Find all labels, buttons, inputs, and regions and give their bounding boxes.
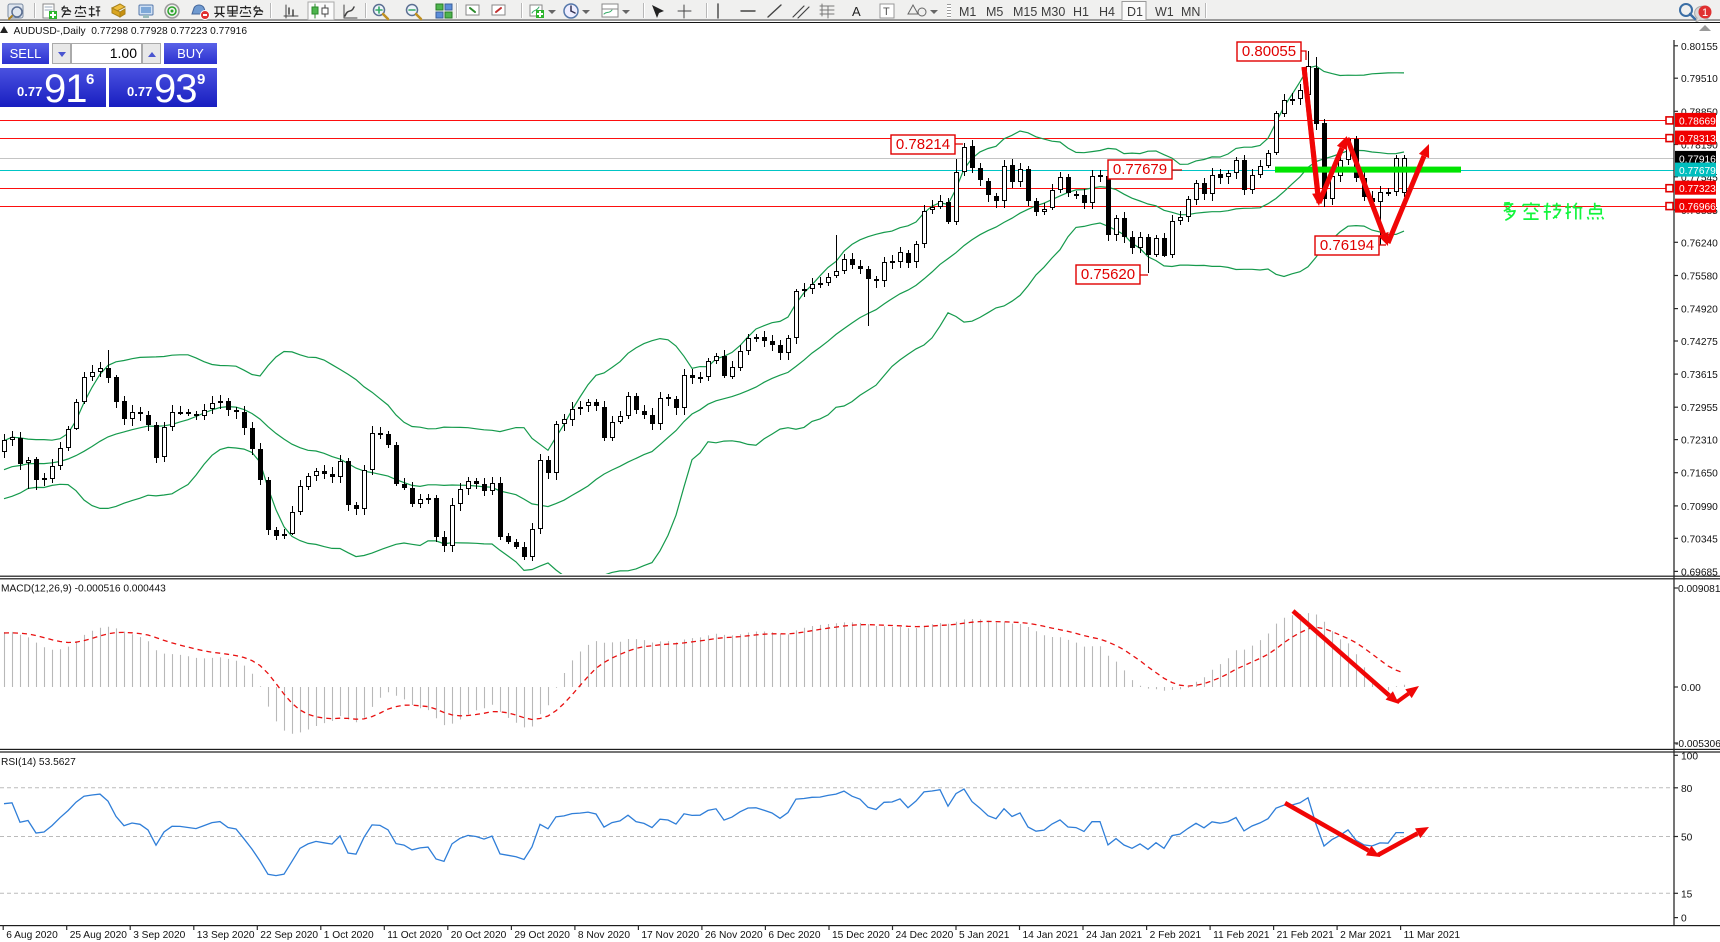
svg-text:20 Oct 2020: 20 Oct 2020: [451, 930, 507, 941]
svg-text:29 Oct 2020: 29 Oct 2020: [514, 930, 570, 941]
svg-text:22 Sep 2020: 22 Sep 2020: [260, 930, 318, 941]
svg-text:W1: W1: [1155, 5, 1174, 19]
svg-text:M1: M1: [959, 5, 976, 19]
svg-text:RSI(14) 53.5627: RSI(14) 53.5627: [1, 757, 76, 768]
svg-text:50: 50: [1681, 833, 1693, 844]
svg-text:0.76194: 0.76194: [1320, 237, 1374, 254]
svg-text:A: A: [852, 4, 861, 19]
svg-text:M30: M30: [1041, 5, 1065, 19]
svg-text:MN: MN: [1181, 5, 1200, 19]
svg-text:M5: M5: [986, 5, 1003, 19]
svg-text:11 Oct 2020: 11 Oct 2020: [387, 930, 442, 941]
svg-text:0.74275: 0.74275: [1681, 337, 1718, 348]
svg-text:D1: D1: [1127, 5, 1143, 19]
svg-text:0.77679: 0.77679: [1679, 166, 1716, 177]
svg-text:0.74920: 0.74920: [1681, 305, 1718, 316]
svg-text:17 Nov 2020: 17 Nov 2020: [641, 930, 699, 941]
svg-text:T: T: [883, 6, 890, 18]
svg-text:2 Mar 2021: 2 Mar 2021: [1340, 930, 1392, 941]
svg-text:15: 15: [1681, 889, 1693, 900]
svg-text:0.76966: 0.76966: [1679, 202, 1716, 213]
svg-text:11 Mar 2021: 11 Mar 2021: [1404, 930, 1461, 941]
svg-text:0.78190: 0.78190: [1681, 141, 1718, 152]
svg-text:0.78669: 0.78669: [1679, 116, 1716, 127]
svg-text:0.72955: 0.72955: [1681, 403, 1718, 414]
svg-text:0.70990: 0.70990: [1681, 502, 1718, 513]
svg-text:0.80155: 0.80155: [1681, 42, 1718, 53]
svg-text:MACD(12,26,9) -0.000516 0.0004: MACD(12,26,9) -0.000516 0.000443: [1, 584, 166, 595]
svg-text:H1: H1: [1073, 5, 1089, 19]
svg-text:6 Dec 2020: 6 Dec 2020: [768, 930, 820, 941]
svg-text:0.009081: 0.009081: [1678, 584, 1720, 595]
svg-text:0.70345: 0.70345: [1681, 534, 1718, 545]
svg-text:H4: H4: [1099, 5, 1115, 19]
svg-text:0.76240: 0.76240: [1681, 238, 1718, 249]
svg-text:0.78214: 0.78214: [896, 136, 950, 153]
svg-text:13 Sep 2020: 13 Sep 2020: [197, 930, 255, 941]
svg-text:24 Dec 2020: 24 Dec 2020: [896, 930, 954, 941]
svg-text:0.77916: 0.77916: [1679, 154, 1716, 165]
svg-text:0.78313: 0.78313: [1679, 134, 1716, 145]
svg-text:6 Aug 2020: 6 Aug 2020: [6, 930, 58, 941]
svg-text:0.78850: 0.78850: [1681, 107, 1718, 118]
svg-text:2 Feb 2021: 2 Feb 2021: [1150, 930, 1202, 941]
svg-text:0.79510: 0.79510: [1681, 74, 1718, 85]
svg-text:0.71650: 0.71650: [1681, 469, 1718, 480]
svg-text:0.73615: 0.73615: [1681, 370, 1718, 381]
svg-text:25 Aug 2020: 25 Aug 2020: [70, 930, 128, 941]
svg-text:11 Feb 2021: 11 Feb 2021: [1213, 930, 1270, 941]
svg-text:0.75580: 0.75580: [1681, 272, 1718, 283]
svg-text:26 Nov 2020: 26 Nov 2020: [705, 930, 763, 941]
svg-text:0.72310: 0.72310: [1681, 436, 1718, 447]
svg-text:21 Feb 2021: 21 Feb 2021: [1277, 930, 1335, 941]
svg-text:-0.005306: -0.005306: [1675, 739, 1720, 750]
svg-text:0.80055: 0.80055: [1242, 43, 1296, 60]
svg-text:24 Jan 2021: 24 Jan 2021: [1086, 930, 1142, 941]
svg-text:M15: M15: [1013, 5, 1037, 19]
svg-text:0: 0: [1681, 914, 1687, 925]
svg-text:3 Sep 2020: 3 Sep 2020: [133, 930, 185, 941]
svg-text:14 Jan 2021: 14 Jan 2021: [1023, 930, 1079, 941]
svg-text:0.75620: 0.75620: [1081, 266, 1135, 283]
svg-text:80: 80: [1681, 784, 1693, 795]
svg-text:0.77323: 0.77323: [1679, 184, 1716, 195]
svg-text:8 Nov 2020: 8 Nov 2020: [578, 930, 630, 941]
svg-text:1 Oct 2020: 1 Oct 2020: [324, 930, 374, 941]
svg-text:0.77545: 0.77545: [1681, 173, 1718, 184]
svg-text:15 Dec 2020: 15 Dec 2020: [832, 930, 890, 941]
svg-text:0.69685: 0.69685: [1681, 567, 1718, 578]
svg-text:0.00: 0.00: [1681, 683, 1701, 694]
svg-text:5 Jan 2021: 5 Jan 2021: [959, 930, 1010, 941]
svg-text:0.77679: 0.77679: [1113, 161, 1167, 178]
svg-text:1: 1: [1702, 7, 1708, 19]
svg-text:100: 100: [1681, 751, 1698, 762]
